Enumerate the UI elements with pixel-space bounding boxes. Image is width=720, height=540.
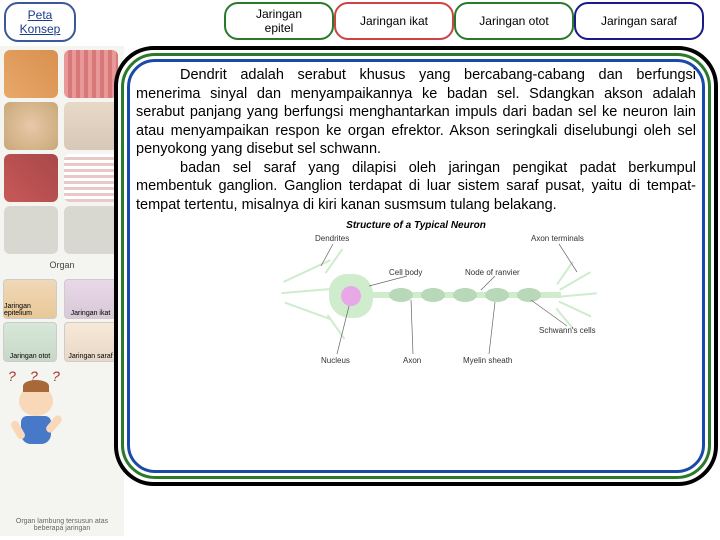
peta-konsep-button[interactable]: Peta Konsep [4,2,76,42]
lower-tissue-grid: Jaringan epitelium Jaringan ikat Jaringa… [0,276,124,365]
lower-thumb: Jaringan otot [3,322,57,362]
label-schwann: Schwann's cells [539,326,596,335]
label-axon: Axon [403,356,421,365]
lower-thumb: Jaringan ikat [64,279,118,319]
tab-epitel-line1: Jaringan [256,7,302,21]
neuron-diagram: Structure of a Typical Neuron Dendrites … [211,220,621,368]
nav-gap [76,2,224,42]
myelin-shape [485,288,509,302]
paragraph-1: Dendrit adalah serabut khusus yang berca… [136,67,696,157]
main-panel: Dendrit adalah serabut khusus yang berca… [114,46,718,486]
tab-ikat-label: Jaringan ikat [360,14,428,28]
label-nucleus: Nucleus [321,356,350,365]
dendrite-shape [284,302,332,321]
thinking-character-icon: ??? [8,386,64,458]
tab-jaringan-ikat[interactable]: Jaringan ikat [334,2,454,40]
peta-label-1: Peta [28,8,53,22]
label-axon-terminals: Axon terminals [531,234,584,243]
myelin-shape [453,288,477,302]
tissue-thumb [4,206,58,254]
label-myelin: Myelin sheath [463,356,512,365]
lower-thumb: Jaringan saraf [64,322,118,362]
lower-thumb: Jaringan epitelium [3,279,57,319]
tissue-thumb [4,154,58,202]
dendrite-shape [283,259,331,283]
sidebar-caption: Organ lambung tersusun atas beberapa jar… [4,518,120,532]
label-dendrites: Dendrites [315,234,349,243]
body-text: Dendrit adalah serabut khusus yang berca… [136,66,696,214]
axon-terminal-shape [559,293,597,298]
organ-label: Organ [0,260,124,270]
neuron-title: Structure of a Typical Neuron [211,220,621,231]
tab-epitel-line2: epitel [256,21,302,35]
tab-jaringan-otot[interactable]: Jaringan otot [454,2,574,40]
tissue-thumb [4,102,58,150]
tissue-thumb [64,50,118,98]
myelin-shape [517,288,541,302]
tab-jaringan-epitel[interactable]: Jaringan epitel [224,2,334,40]
tissue-thumb [64,206,118,254]
dendrite-shape [327,315,346,341]
tab-jaringan-saraf[interactable]: Jaringan saraf [574,2,704,40]
label-node-ranvier: Node of ranvier [465,268,520,277]
dendrite-shape [281,288,333,295]
paragraph-2: badan sel saraf yang dilapisi oleh jarin… [136,160,696,213]
left-sidebar: Organ Jaringan epitelium Jaringan ikat J… [0,46,124,536]
tab-saraf-label: Jaringan saraf [601,14,677,28]
myelin-shape [421,288,445,302]
myelin-shape [389,288,413,302]
tissue-thumb [64,154,118,202]
tissue-thumb [4,50,58,98]
label-cell-body: Cell body [389,268,422,277]
content-area: Dendrit adalah serabut khusus yang berca… [136,66,696,466]
tab-otot-label: Jaringan otot [479,14,548,28]
tissue-thumb [64,102,118,150]
tissue-grid [0,46,124,258]
peta-label-2: Konsep [20,22,61,36]
top-nav: Peta Konsep Jaringan epitel Jaringan ika… [0,2,720,42]
